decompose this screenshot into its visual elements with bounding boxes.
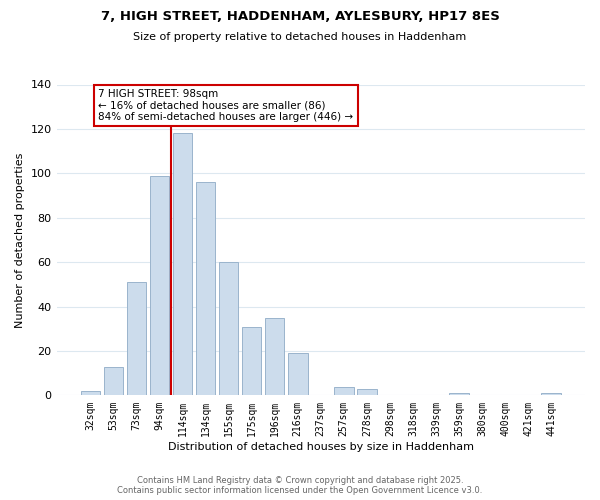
Bar: [449, 393, 469, 396]
Bar: [149, 176, 169, 396]
Bar: [196, 182, 215, 396]
Text: Contains HM Land Registry data © Crown copyright and database right 2025.
Contai: Contains HM Land Registry data © Crown c…: [118, 476, 482, 495]
Bar: [265, 318, 284, 396]
Bar: [242, 326, 262, 396]
Bar: [173, 134, 193, 396]
Bar: [541, 393, 561, 396]
Text: 7, HIGH STREET, HADDENHAM, AYLESBURY, HP17 8ES: 7, HIGH STREET, HADDENHAM, AYLESBURY, HP…: [101, 10, 499, 23]
Text: 7 HIGH STREET: 98sqm
← 16% of detached houses are smaller (86)
84% of semi-detac: 7 HIGH STREET: 98sqm ← 16% of detached h…: [98, 89, 353, 122]
Bar: [288, 353, 308, 396]
Bar: [219, 262, 238, 396]
X-axis label: Distribution of detached houses by size in Haddenham: Distribution of detached houses by size …: [168, 442, 474, 452]
Bar: [127, 282, 146, 396]
Bar: [80, 391, 100, 396]
Bar: [334, 386, 353, 396]
Bar: [357, 389, 377, 396]
Y-axis label: Number of detached properties: Number of detached properties: [15, 152, 25, 328]
Bar: [104, 366, 123, 396]
Text: Size of property relative to detached houses in Haddenham: Size of property relative to detached ho…: [133, 32, 467, 42]
